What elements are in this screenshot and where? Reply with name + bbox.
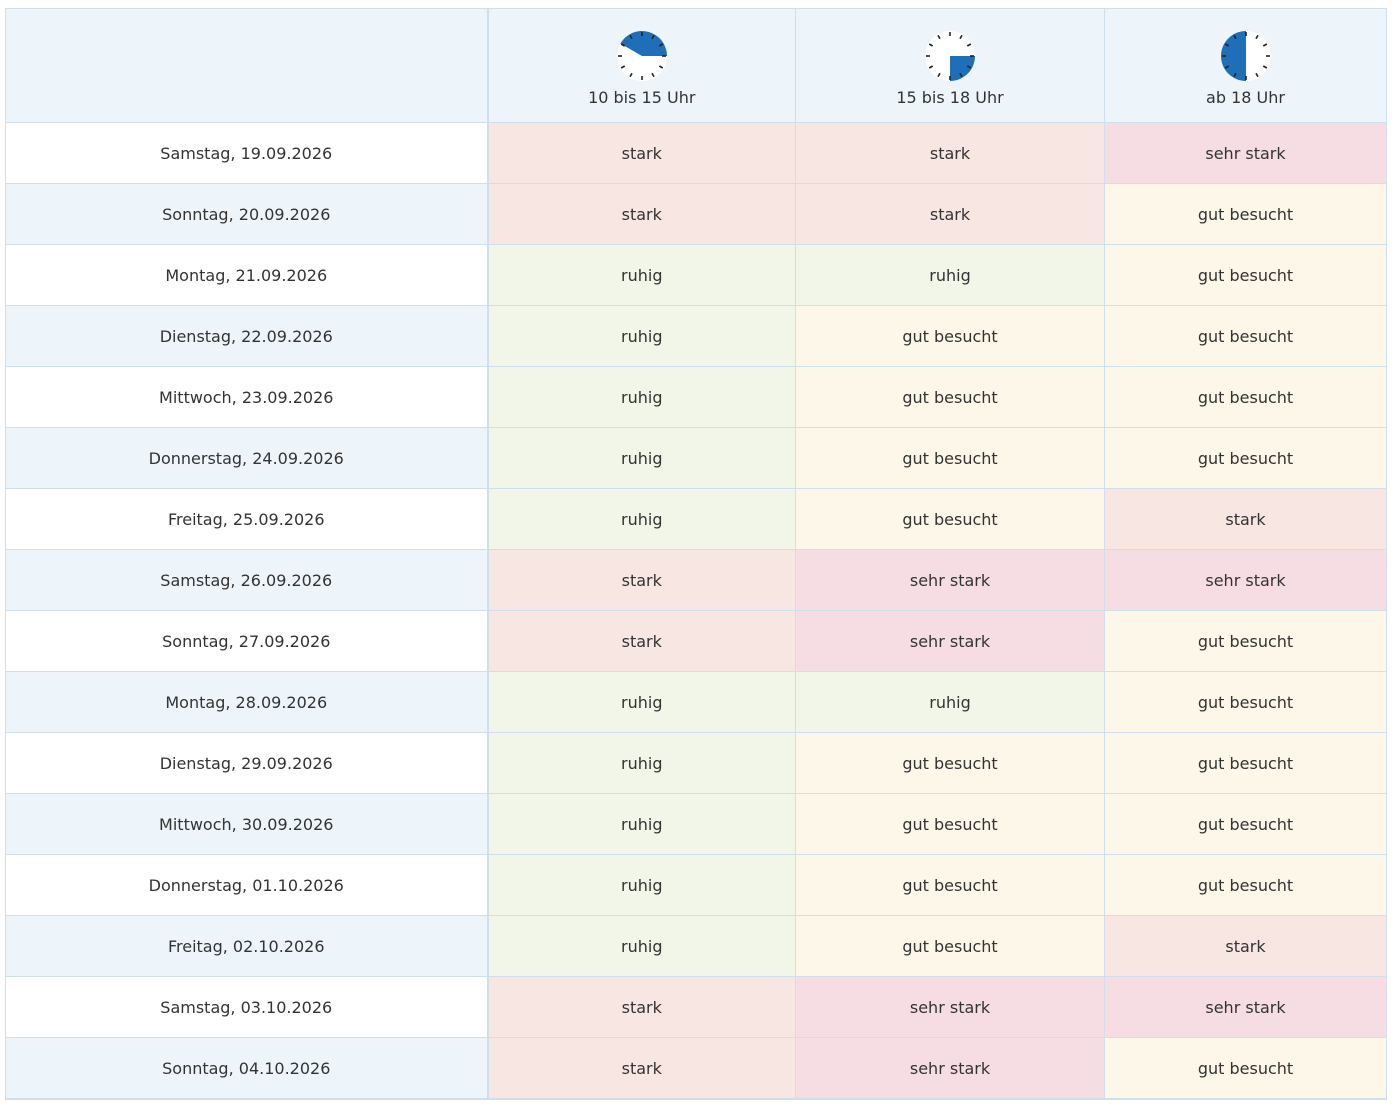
- crowd-level-cell: gut besucht: [1104, 366, 1387, 428]
- crowd-level-cell: gut besucht: [1104, 244, 1387, 306]
- crowd-level-cell: sehr stark: [1104, 549, 1387, 611]
- crowd-level-cell: ruhig: [487, 244, 796, 306]
- header-row: 10 bis 15 Uhr 15 bis 18 Uhr ab 18 Uhr: [5, 8, 1387, 123]
- header-label: 15 bis 18 Uhr: [896, 88, 1004, 107]
- crowd-level-cell: gut besucht: [1104, 793, 1387, 855]
- crowd-level-cell: sehr stark: [1104, 976, 1387, 1038]
- date-cell: Montag, 28.09.2026: [5, 671, 489, 733]
- crowd-level-cell: ruhig: [487, 793, 796, 855]
- header-cell-10-15: 10 bis 15 Uhr: [487, 8, 796, 123]
- table-row: Dienstag, 29.09.2026 ruhig gut besucht gut …: [5, 732, 1387, 794]
- table-row: Mittwoch, 23.09.2026 ruhig gut besucht gut …: [5, 366, 1387, 428]
- crowd-forecast-table: 10 bis 15 Uhr 15 bis 18 Uhr ab 18 Uhr: [5, 8, 1387, 1100]
- header-corner-cell: [5, 8, 489, 123]
- crowd-level-cell: gut besucht: [1104, 427, 1387, 489]
- crowd-level-cell: ruhig: [487, 305, 796, 367]
- table-row: Freitag, 02.10.2026 ruhig gut besucht stark: [5, 915, 1387, 977]
- crowd-level-cell: ruhig: [487, 366, 796, 428]
- crowd-level-cell: gut besucht: [795, 305, 1105, 367]
- crowd-level-cell: sehr stark: [795, 976, 1105, 1038]
- date-cell: Mittwoch, 30.09.2026: [5, 793, 489, 855]
- date-cell: Dienstag, 22.09.2026: [5, 305, 489, 367]
- crowd-level-cell: sehr stark: [795, 1037, 1105, 1100]
- date-cell: Sonntag, 04.10.2026: [5, 1037, 489, 1100]
- crowd-level-cell: gut besucht: [795, 854, 1105, 916]
- header-label: ab 18 Uhr: [1206, 88, 1285, 107]
- clock-15-18-icon: [925, 31, 975, 81]
- table-row: Donnerstag, 01.10.2026 ruhig gut besucht gu…: [5, 854, 1387, 916]
- crowd-level-cell: stark: [1104, 915, 1387, 977]
- crowd-level-cell: ruhig: [487, 427, 796, 489]
- table-row: Montag, 21.09.2026 ruhig ruhig gut besucht: [5, 244, 1387, 306]
- table-row: Samstag, 26.09.2026 stark sehr stark sehr s…: [5, 549, 1387, 611]
- crowd-level-cell: stark: [1104, 488, 1387, 550]
- crowd-level-cell: ruhig: [487, 854, 796, 916]
- date-cell: Freitag, 02.10.2026: [5, 915, 489, 977]
- header-cell-18-plus: ab 18 Uhr: [1104, 8, 1387, 123]
- crowd-level-cell: gut besucht: [795, 915, 1105, 977]
- table-row: Sonntag, 27.09.2026 stark sehr stark gut be…: [5, 610, 1387, 672]
- table-row: Dienstag, 22.09.2026 ruhig gut besucht gut …: [5, 305, 1387, 367]
- date-cell: Sonntag, 27.09.2026: [5, 610, 489, 672]
- date-cell: Donnerstag, 24.09.2026: [5, 427, 489, 489]
- crowd-level-cell: gut besucht: [795, 793, 1105, 855]
- table-row: Mittwoch, 30.09.2026 ruhig gut besucht gut …: [5, 793, 1387, 855]
- crowd-level-cell: ruhig: [487, 671, 796, 733]
- crowd-level-cell: ruhig: [487, 488, 796, 550]
- clock-10-15-icon: [616, 31, 667, 81]
- date-cell: Samstag, 19.09.2026: [5, 122, 489, 184]
- crowd-level-cell: stark: [795, 183, 1105, 245]
- crowd-level-cell: ruhig: [487, 732, 796, 794]
- crowd-level-cell: sehr stark: [795, 549, 1105, 611]
- date-cell: Samstag, 03.10.2026: [5, 976, 489, 1038]
- crowd-level-cell: stark: [487, 549, 796, 611]
- clock-18-plus-icon: [1220, 31, 1271, 81]
- date-cell: Sonntag, 20.09.2026: [5, 183, 489, 245]
- table-row: Sonntag, 20.09.2026 stark stark gut besucht: [5, 183, 1387, 245]
- table-row: Sonntag, 04.10.2026 stark sehr stark gut be…: [5, 1037, 1387, 1100]
- crowd-level-cell: gut besucht: [1104, 671, 1387, 733]
- table-row: Samstag, 03.10.2026 stark sehr stark sehr s…: [5, 976, 1387, 1038]
- crowd-level-cell: gut besucht: [795, 732, 1105, 794]
- crowd-level-cell: ruhig: [795, 244, 1105, 306]
- crowd-level-cell: gut besucht: [795, 366, 1105, 428]
- date-cell: Dienstag, 29.09.2026: [5, 732, 489, 794]
- crowd-level-cell: stark: [487, 183, 796, 245]
- crowd-level-cell: gut besucht: [1104, 732, 1387, 794]
- table-row: Donnerstag, 24.09.2026 ruhig gut besucht gu…: [5, 427, 1387, 489]
- crowd-level-cell: sehr stark: [795, 610, 1105, 672]
- date-cell: Samstag, 26.09.2026: [5, 549, 489, 611]
- date-cell: Freitag, 25.09.2026: [5, 488, 489, 550]
- date-cell: Donnerstag, 01.10.2026: [5, 854, 489, 916]
- crowd-forecast-table-container: 10 bis 15 Uhr 15 bis 18 Uhr ab 18 Uhr: [5, 8, 1387, 1100]
- crowd-level-cell: stark: [487, 1037, 796, 1100]
- crowd-level-cell: sehr stark: [1104, 122, 1387, 184]
- table-row: Freitag, 25.09.2026 ruhig gut besucht stark: [5, 488, 1387, 550]
- crowd-level-cell: gut besucht: [1104, 305, 1387, 367]
- table-row: Samstag, 19.09.2026 stark stark sehr stark: [5, 122, 1387, 184]
- table-header: 10 bis 15 Uhr 15 bis 18 Uhr ab 18 Uhr: [5, 8, 1387, 123]
- date-cell: Mittwoch, 23.09.2026: [5, 366, 489, 428]
- crowd-level-cell: stark: [487, 122, 796, 184]
- crowd-level-cell: gut besucht: [1104, 1037, 1387, 1100]
- crowd-level-cell: ruhig: [795, 671, 1105, 733]
- date-cell: Montag, 21.09.2026: [5, 244, 489, 306]
- crowd-level-cell: stark: [795, 122, 1105, 184]
- table-row: Montag, 28.09.2026 ruhig ruhig gut besucht: [5, 671, 1387, 733]
- crowd-level-cell: stark: [487, 610, 796, 672]
- header-cell-15-18: 15 bis 18 Uhr: [795, 8, 1105, 123]
- header-label: 10 bis 15 Uhr: [588, 88, 696, 107]
- crowd-level-cell: stark: [487, 976, 796, 1038]
- crowd-level-cell: gut besucht: [795, 427, 1105, 489]
- crowd-level-cell: gut besucht: [795, 488, 1105, 550]
- crowd-level-cell: ruhig: [487, 915, 796, 977]
- table-body: Samstag, 19.09.2026 stark stark sehr stark S…: [5, 122, 1387, 1100]
- crowd-level-cell: gut besucht: [1104, 854, 1387, 916]
- crowd-level-cell: gut besucht: [1104, 183, 1387, 245]
- crowd-level-cell: gut besucht: [1104, 610, 1387, 672]
